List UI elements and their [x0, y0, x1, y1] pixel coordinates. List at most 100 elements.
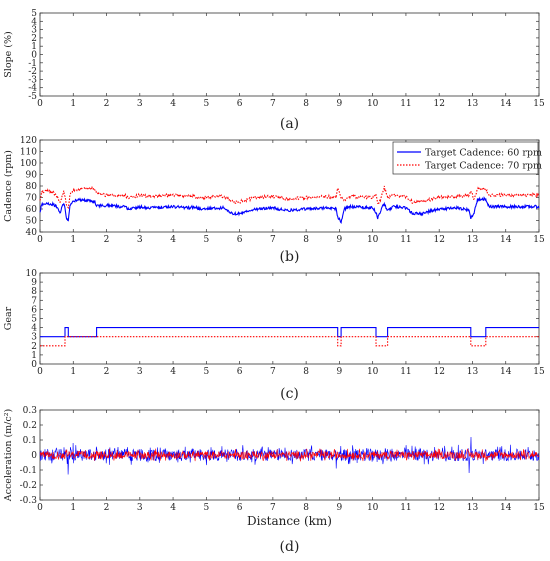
y-tick-label: 0 — [31, 51, 37, 61]
plot-frame — [39, 12, 540, 97]
y-tick-label: 7 — [31, 296, 37, 306]
x-tick-label: 7 — [270, 367, 276, 377]
x-tick-label: 7 — [270, 235, 276, 245]
y-tick-label: 5 — [31, 315, 37, 325]
x-tick-label: 13 — [467, 235, 479, 245]
x-tick-label: 4 — [170, 99, 176, 109]
x-tick-label: 7 — [270, 503, 276, 513]
y-tick-label: 1 — [31, 42, 37, 52]
x-tick-label: 12 — [433, 99, 444, 109]
x-tick-label: 5 — [203, 503, 209, 513]
x-tick-label: 11 — [400, 367, 411, 377]
x-tick-label: 6 — [237, 235, 243, 245]
x-tick-label: 3 — [137, 235, 143, 245]
y-tick-label: -0.3 — [20, 496, 38, 506]
series-line-1 — [39, 436, 540, 475]
x-tick-label: 0 — [37, 367, 43, 377]
x-tick-label: 9 — [337, 367, 343, 377]
x-tick-label: 2 — [104, 367, 110, 377]
legend-label: Target Cadence: 60 rpm — [425, 148, 542, 159]
x-tick-label: 6 — [237, 367, 243, 377]
y-tick-label: 120 — [20, 136, 37, 146]
x-tick-label: 6 — [237, 99, 243, 109]
x-tick-label: 10 — [367, 503, 379, 513]
series-line-2 — [39, 448, 540, 462]
y-axis-label: Cadence (rpm) — [3, 150, 14, 222]
x-tick-label: 2 — [104, 503, 110, 513]
x-tick-label: 11 — [400, 99, 411, 109]
y-tick-label: 80 — [26, 182, 38, 192]
y-tick-label: 8 — [31, 287, 37, 297]
cadence-panel: 0 1 2 3 4 5 6 7 8 9 10 11 12 13 14 15405060708090100110… — [3, 136, 545, 245]
y-tick-label: -2 — [28, 67, 37, 77]
y-tick-label: -0.1 — [20, 466, 37, 476]
x-tick-label: 1 — [70, 503, 76, 513]
x-tick-label: 8 — [303, 235, 309, 245]
x-tick-label: 14 — [500, 235, 512, 245]
slope-panel: 0 1 2 3 4 5 6 7 8 9 10 11 12 13 14 15-5-4-3-2-1012345Sl… — [3, 9, 545, 109]
x-tick-label: 4 — [170, 367, 176, 377]
x-tick-label: 8 — [303, 367, 309, 377]
x-tick-label: 8 — [303, 503, 309, 513]
caption-d: (d) — [280, 539, 300, 555]
x-tick-label: 14 — [500, 367, 512, 377]
x-tick-label: 14 — [500, 503, 512, 513]
y-tick-label: 60 — [26, 205, 38, 215]
y-tick-label: -5 — [28, 92, 37, 102]
x-tick-label: 0 — [37, 99, 43, 109]
y-tick-label: 0.3 — [23, 406, 38, 416]
x-tick-label: 3 — [137, 503, 143, 513]
x-tick-label: 10 — [367, 367, 379, 377]
x-tick-label: 12 — [433, 367, 444, 377]
x-tick-label: 1 — [70, 367, 76, 377]
y-tick-label: -3 — [28, 75, 37, 85]
caption-b: (b) — [280, 249, 300, 265]
x-tick-label: 13 — [467, 99, 479, 109]
x-tick-label: 4 — [170, 503, 176, 513]
y-tick-label: 110 — [20, 148, 37, 158]
x-tick-label: 11 — [400, 235, 411, 245]
x-tick-label: 15 — [533, 99, 545, 109]
x-tick-label: 15 — [533, 367, 545, 377]
y-tick-label: 9 — [31, 278, 37, 288]
series-line-2 — [40, 336, 539, 347]
x-tick-label: 8 — [303, 99, 309, 109]
x-tick-label: 5 — [203, 235, 209, 245]
plot-frame — [39, 272, 540, 365]
y-tick-label: 6 — [31, 305, 37, 315]
y-axis-label: Acceleration (m/c²) — [3, 409, 14, 502]
x-tick-label: 12 — [433, 503, 444, 513]
x-tick-label: 12 — [433, 235, 444, 245]
y-tick-label: 2 — [31, 34, 37, 44]
x-tick-label: 15 — [533, 235, 545, 245]
x-tick-label: 15 — [533, 503, 545, 513]
series-line-1 — [40, 327, 539, 338]
y-tick-label: 0.1 — [23, 436, 37, 446]
series-line-1 — [39, 196, 540, 224]
x-tick-label: 3 — [137, 99, 143, 109]
y-tick-label: -4 — [28, 84, 37, 94]
series-line-2 — [39, 185, 540, 210]
y-tick-label: -1 — [28, 59, 37, 69]
x-tick-label: 9 — [337, 235, 343, 245]
y-tick-label: 100 — [20, 159, 37, 169]
x-tick-label: 1 — [70, 99, 76, 109]
x-tick-label: 4 — [170, 235, 176, 245]
y-tick-label: 70 — [26, 194, 38, 204]
y-tick-label: 3 — [31, 333, 37, 343]
x-tick-label: 0 — [37, 503, 43, 513]
x-tick-label: 9 — [337, 99, 343, 109]
x-tick-label: 10 — [367, 235, 379, 245]
acceleration-panel: 0 1 2 3 4 5 6 7 8 9 10 11 12 13 14 15-0.3-0.2-0.100.10.… — [3, 406, 545, 528]
x-tick-label: 13 — [467, 367, 479, 377]
caption-c: (c) — [280, 386, 299, 402]
y-tick-label: 4 — [31, 324, 37, 334]
y-tick-label: 3 — [31, 26, 37, 36]
y-tick-label: 50 — [26, 217, 38, 227]
x-tick-label: 11 — [400, 503, 411, 513]
y-axis-label: Gear — [3, 306, 14, 330]
x-axis-label: Distance (km) — [247, 514, 332, 528]
x-tick-label: 2 — [104, 99, 110, 109]
y-tick-label: 0 — [31, 360, 37, 370]
